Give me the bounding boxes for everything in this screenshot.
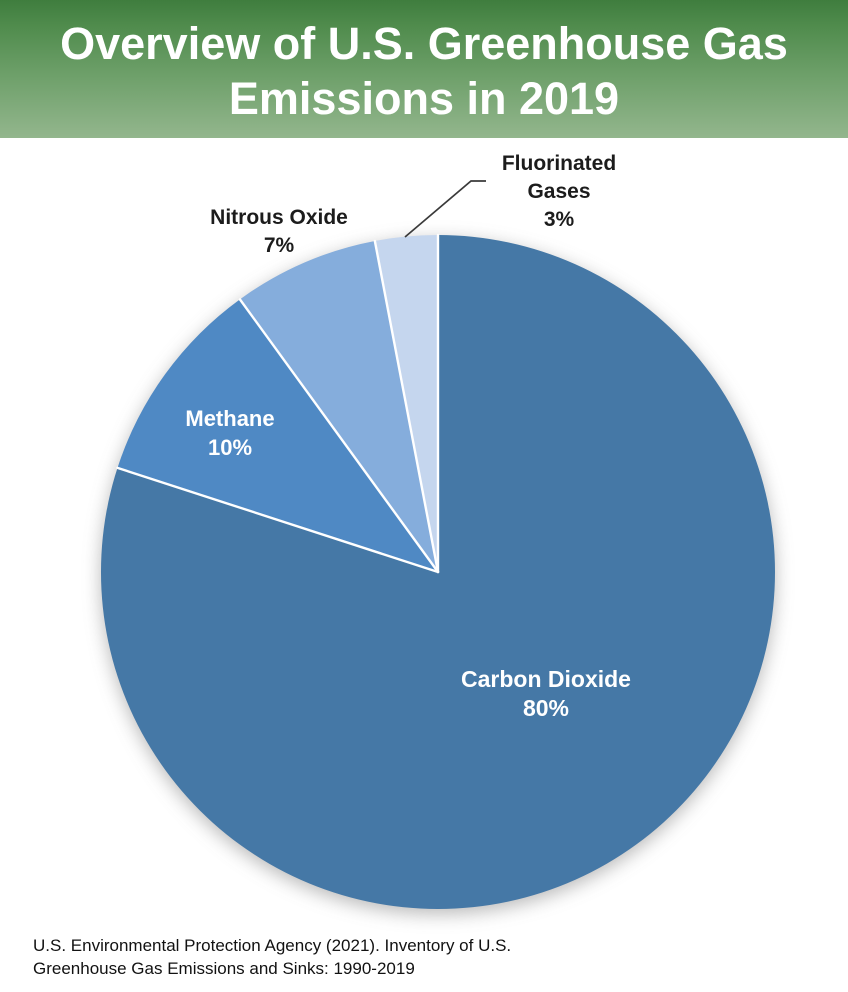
label-nitrous-oxide-name: Nitrous Oxide: [210, 206, 348, 229]
pie-separator-lines: [116, 233, 440, 574]
label-nitrous-oxide-pct: 7%: [263, 234, 295, 257]
label-fluorinated-gases-line1: Fluorinated: [501, 152, 617, 175]
label-nitrous-oxide: Nitrous Oxide 7%: [210, 204, 348, 260]
header-banner: Overview of U.S. Greenhouse Gas Emission…: [0, 0, 848, 138]
label-fluorinated-gases-line2: Gases: [527, 180, 591, 203]
page-title-line1: Overview of U.S. Greenhouse Gas: [60, 18, 788, 69]
label-fluorinated-gases-pct: 3%: [543, 208, 575, 231]
source-citation-line2: Greenhouse Gas Emissions and Sinks: 1990…: [33, 959, 415, 978]
pie-separator-line: [116, 466, 440, 574]
pie-slice-nitrous-oxide: [239, 240, 438, 572]
label-carbon-dioxide-name: Carbon Dioxide: [461, 666, 631, 692]
label-methane: Methane 10%: [185, 404, 274, 462]
label-carbon-dioxide-pct: 80%: [522, 695, 570, 721]
label-methane-pct: 10%: [207, 435, 253, 460]
label-fluorinated-gases: Fluorinated Gases 3%: [502, 150, 616, 234]
source-citation-line1: U.S. Environmental Protection Agency (20…: [33, 936, 512, 955]
pie-separator-line: [373, 239, 440, 574]
label-methane-name: Methane: [185, 406, 275, 431]
pie-separator-line: [238, 298, 440, 574]
source-citation: U.S. Environmental Protection Agency (20…: [33, 934, 511, 980]
pie-slice-methane: [117, 299, 439, 572]
label-carbon-dioxide: Carbon Dioxide 80%: [461, 665, 631, 723]
page-title-line2: Emissions in 2019: [228, 73, 620, 124]
leader-line-fluorinated-gases: [404, 180, 486, 238]
